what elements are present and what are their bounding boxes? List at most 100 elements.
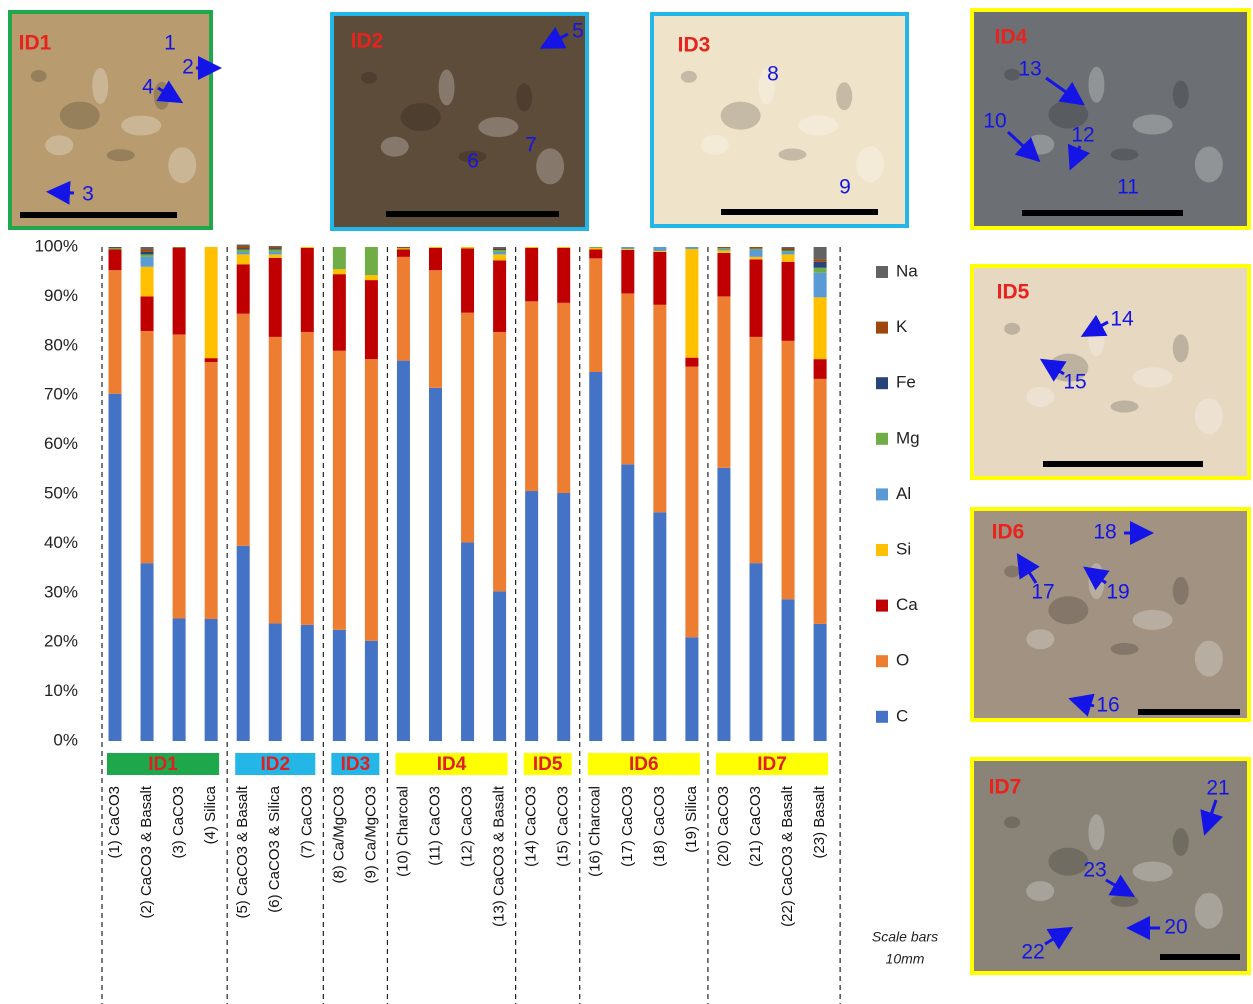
x-tick-label: (17) CaCO3 (619, 786, 636, 867)
x-tick-label: (14) CaCO3 (523, 786, 540, 867)
bar-segment (589, 249, 602, 258)
point-label: 22 (1021, 941, 1044, 964)
bar-segment (493, 252, 506, 254)
photo-grain (1088, 67, 1104, 103)
bar-segment (717, 247, 730, 248)
bar-segment (397, 249, 410, 256)
group-label: ID7 (757, 754, 787, 775)
bar-segment (493, 260, 506, 332)
bar-segment (653, 251, 666, 252)
photo-id: ID7 (989, 776, 1022, 799)
bar-segment (814, 359, 827, 379)
x-tick-label: (4) Silica (202, 785, 219, 844)
photo-id: ID6 (992, 521, 1025, 544)
bar-segment (493, 247, 506, 248)
x-tick-label: (21) CaCO3 (747, 786, 764, 867)
point-label: 15 (1063, 371, 1086, 394)
bar-segment (333, 274, 346, 351)
bar-segment (750, 247, 763, 248)
bar-segment (237, 249, 250, 251)
bar-segment (397, 247, 410, 248)
y-tick-label: 100% (35, 236, 78, 255)
photo-grain (1111, 895, 1139, 907)
bar-segment (685, 358, 698, 367)
bar-segment (589, 248, 602, 249)
legend-label: Mg (896, 428, 920, 447)
bar-segment (525, 491, 538, 741)
bar-segment (237, 546, 250, 741)
bar-segment (397, 257, 410, 361)
bar-segment (269, 249, 282, 251)
x-tick-label: (23) Basalt (811, 785, 828, 858)
legend-swatch (876, 266, 888, 278)
bar-segment (621, 293, 634, 464)
x-tick-label: (6) CaCO3 & Silica (266, 785, 283, 912)
point-label: 1 (164, 32, 176, 55)
bar-segment (237, 314, 250, 546)
bar-segment (333, 630, 346, 741)
photo-grain (1195, 398, 1223, 434)
photo-grain (516, 83, 532, 111)
bar-segment (237, 264, 250, 313)
bar-segment (717, 296, 730, 467)
x-tick-label: (20) CaCO3 (715, 786, 732, 867)
bar-segment (557, 247, 570, 248)
bar-segment (333, 247, 346, 269)
y-tick-label: 10% (44, 681, 78, 700)
bar-segment (301, 247, 314, 248)
bar-segment (269, 247, 282, 248)
bar-segment (269, 252, 282, 254)
bar-segment (269, 623, 282, 741)
legend-label: Ca (896, 595, 918, 614)
photo-id: ID1 (19, 32, 52, 55)
photo-grain (121, 116, 161, 136)
legend-label: O (896, 651, 909, 670)
bar-segment (782, 252, 795, 254)
y-tick-label: 60% (44, 434, 78, 453)
photo-id: ID5 (997, 281, 1030, 304)
photo-grain (168, 147, 196, 183)
legend-swatch (876, 488, 888, 500)
bar-segment (717, 250, 730, 252)
bar-segment (109, 249, 122, 270)
photo-grain (1173, 828, 1189, 856)
point-label: 7 (525, 134, 537, 157)
photo-id: ID2 (351, 30, 384, 53)
bar-segment (205, 247, 218, 358)
bar-segment (685, 247, 698, 249)
bar-segment (782, 341, 795, 599)
bar-segment (333, 269, 346, 274)
legend-swatch (876, 711, 888, 723)
legend-label: Fe (896, 373, 916, 392)
group-label: ID6 (629, 754, 659, 775)
bar-segment (141, 247, 154, 249)
bar-segment (557, 248, 570, 303)
photo-grain (439, 70, 455, 106)
photo-grain (1195, 641, 1223, 677)
bar-segment (589, 372, 602, 741)
bar-segment (141, 267, 154, 297)
bar-segment (525, 301, 538, 491)
bar-segment (429, 388, 442, 741)
photo-grain (1111, 401, 1139, 413)
bar-segment (653, 512, 666, 741)
bar-segment (750, 563, 763, 741)
point-label: 19 (1106, 581, 1129, 604)
bar-segment (173, 618, 186, 741)
point-label: 12 (1071, 124, 1094, 147)
bar-segment (782, 599, 795, 741)
bar-segment (750, 337, 763, 563)
photo-grain (701, 135, 729, 155)
y-tick-label: 90% (44, 286, 78, 305)
photo-grain (381, 137, 409, 157)
photo-grain (1088, 814, 1104, 850)
bar-segment (782, 254, 795, 261)
photo-grain (798, 115, 838, 135)
bar-segment (750, 259, 763, 337)
legend-label: Na (896, 261, 918, 280)
bar-segment (333, 351, 346, 630)
group-label: ID5 (533, 754, 563, 775)
bar-segment (782, 247, 795, 248)
photo-id: ID3 (678, 34, 711, 57)
photo-grain (1173, 577, 1189, 605)
